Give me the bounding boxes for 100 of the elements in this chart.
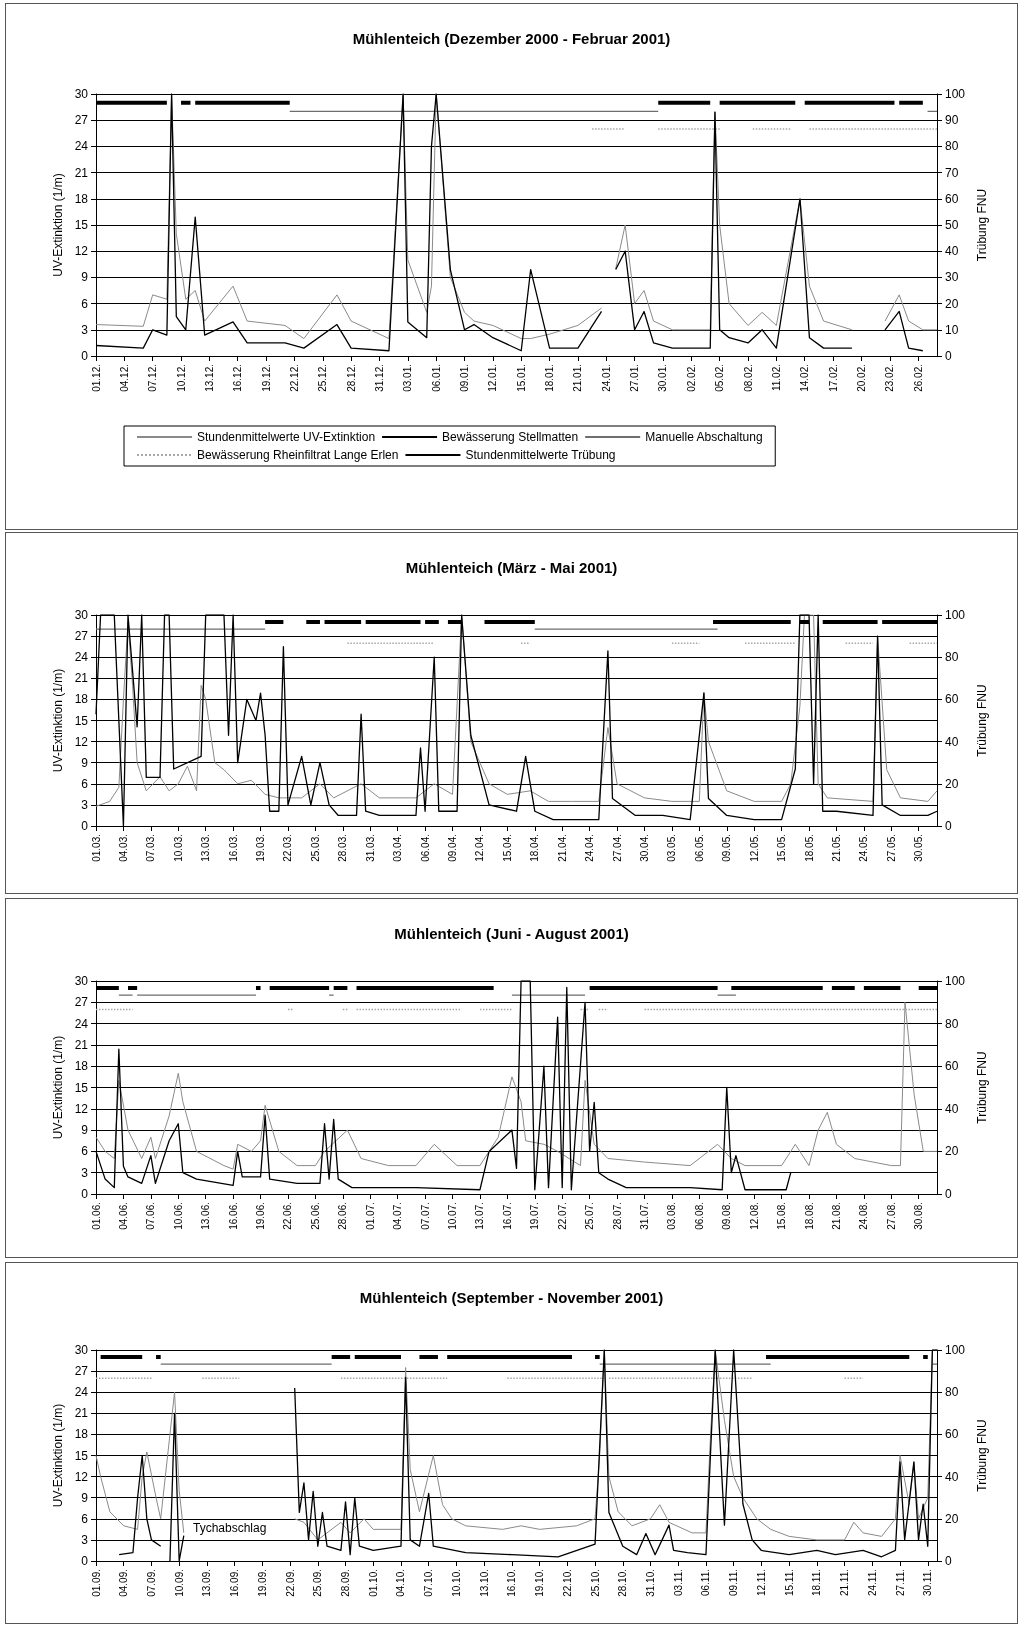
x-tick-label: 03.11.	[672, 1569, 684, 1597]
x-tick-label: 18.05.	[803, 834, 815, 862]
x-tick-label: 25.06.	[309, 1202, 321, 1230]
x-tick-label: 25.12.	[317, 364, 329, 392]
x-tick-label: 09.05.	[721, 834, 733, 862]
x-tick-label: 07.07.	[419, 1202, 431, 1230]
y2-tick-label: 60	[945, 1427, 959, 1442]
x-tick-label: 10.03.	[172, 834, 184, 862]
legend-label: Bewässerung Stellmatten	[442, 430, 579, 444]
x-tick-label: 28.06.	[337, 1202, 349, 1230]
y-tick-label: 21	[74, 1406, 89, 1421]
x-tick-label: 24.05.	[858, 834, 870, 862]
y2-tick-label: 0	[945, 1554, 952, 1568]
y-tick-label: 0	[81, 819, 89, 833]
x-tick-label: 16.09.	[229, 1569, 241, 1597]
x-tick-label: 22.03.	[282, 834, 294, 862]
x-tick-label: 13.03.	[200, 834, 212, 862]
x-tick-label: 03.04.	[392, 834, 404, 862]
y2-axis-title: Trübung FNU	[974, 1419, 989, 1492]
x-tick-label: 04.12.	[118, 364, 130, 392]
x-tick-label: 16.12.	[232, 364, 244, 392]
x-tick-label: 25.10.	[589, 1569, 601, 1597]
x-tick-label: 31.07.	[638, 1202, 650, 1230]
y2-tick-label: 90	[945, 113, 959, 128]
x-tick-label: 07.06.	[145, 1202, 157, 1230]
y2-tick-label: 100	[945, 974, 966, 988]
x-tick-label: 11.02.	[770, 364, 782, 392]
x-tick-label: 04.06.	[117, 1202, 129, 1230]
x-tick-label: 19.09.	[256, 1569, 268, 1597]
y2-tick-label: 20	[945, 1144, 959, 1159]
x-tick-label: 28.09.	[340, 1569, 352, 1597]
x-tick-label: 27.08.	[885, 1202, 897, 1230]
y-tick-label: 9	[81, 270, 89, 285]
x-tick-label: 28.10.	[617, 1569, 629, 1597]
y-tick-label: 18	[74, 692, 89, 707]
x-tick-label: 13.10.	[478, 1569, 490, 1597]
x-tick-label: 27.01.	[629, 364, 641, 392]
x-tick-label: 27.04.	[611, 834, 623, 862]
y-tick-label: 15	[74, 218, 89, 232]
x-tick-label: 04.03.	[117, 834, 129, 862]
x-tick-label: 06.01.	[430, 364, 442, 392]
y2-tick-label: 30	[945, 270, 959, 285]
x-tick-label: 04.09.	[118, 1569, 130, 1597]
y-tick-label: 12	[74, 1101, 89, 1116]
x-tick-label: 03.05.	[666, 834, 678, 862]
x-tick-label: 20.02.	[855, 364, 867, 392]
x-tick-label: 28.12.	[345, 364, 357, 392]
y-tick-label: 3	[81, 322, 89, 337]
x-tick-label: 13.12.	[203, 364, 215, 392]
y-tick-label: 9	[81, 1123, 89, 1138]
y2-tick-label: 50	[945, 218, 959, 232]
chart-title: Mühlenteich (Dezember 2000 - Februar 2001)	[352, 30, 671, 47]
x-tick-label: 30.11.	[922, 1569, 934, 1597]
y-tick-label: 21	[74, 1037, 89, 1052]
x-tick-label: 12.11.	[755, 1569, 767, 1597]
x-tick-label: 12.08.	[748, 1202, 760, 1230]
y2-tick-label: 10	[945, 322, 959, 337]
chart-title: Mühlenteich (September - November 2001)	[359, 1289, 664, 1306]
y2-tick-label: 60	[945, 191, 959, 206]
x-tick-label: 10.10.	[450, 1569, 462, 1597]
x-tick-label: 22.10.	[561, 1569, 573, 1597]
x-tick-label: 30.05.	[913, 834, 925, 862]
y-tick-label: 0	[81, 349, 89, 363]
y-tick-label: 30	[74, 1343, 89, 1357]
x-tick-label: 25.07.	[584, 1202, 596, 1230]
x-tick-label: 13.09.	[201, 1569, 213, 1597]
y-tick-label: 6	[81, 296, 89, 311]
x-tick-label: 18.11.	[811, 1569, 823, 1597]
x-tick-label: 09.01.	[459, 364, 471, 392]
x-tick-label: 16.10.	[506, 1569, 518, 1597]
x-tick-label: 16.06.	[227, 1202, 239, 1230]
y-tick-label: 3	[81, 797, 89, 812]
y-tick-label: 12	[74, 1469, 89, 1484]
y-tick-label: 15	[74, 713, 89, 728]
y2-tick-label: 20	[945, 296, 959, 311]
chart-title: Mühlenteich (März - Mai 2001)	[405, 559, 618, 576]
x-tick-label: 28.03.	[337, 834, 349, 862]
x-tick-label: 28.07.	[611, 1202, 623, 1230]
x-tick-label: 22.06.	[282, 1202, 294, 1230]
legend-label: Stundenmittelwerte UV-Extinktion	[197, 430, 376, 444]
x-tick-label: 07.09.	[145, 1569, 157, 1597]
y2-tick-label: 100	[945, 87, 966, 101]
x-tick-label: 01.12.	[90, 364, 102, 392]
x-tick-label: 05.02.	[714, 364, 726, 392]
y-tick-label: 0	[81, 1554, 89, 1568]
x-tick-label: 06.04.	[419, 834, 431, 862]
x-tick-label: 03.08.	[666, 1202, 678, 1230]
y2-tick-label: 40	[945, 1469, 959, 1484]
y-tick-label: 30	[74, 608, 89, 622]
x-tick-label: 07.12.	[147, 364, 159, 392]
x-tick-label: 18.01.	[544, 364, 556, 392]
y2-tick-label: 60	[945, 1059, 959, 1074]
x-tick-label: 21.05.	[830, 834, 842, 862]
y2-tick-label: 80	[945, 1385, 959, 1400]
y-tick-label: 12	[74, 734, 89, 749]
y2-tick-label: 100	[945, 1343, 966, 1357]
x-tick-label: 04.10.	[395, 1569, 407, 1597]
x-tick-label: 30.08.	[913, 1202, 925, 1230]
x-tick-label: 12.05.	[748, 834, 760, 862]
y-tick-label: 15	[74, 1080, 89, 1095]
